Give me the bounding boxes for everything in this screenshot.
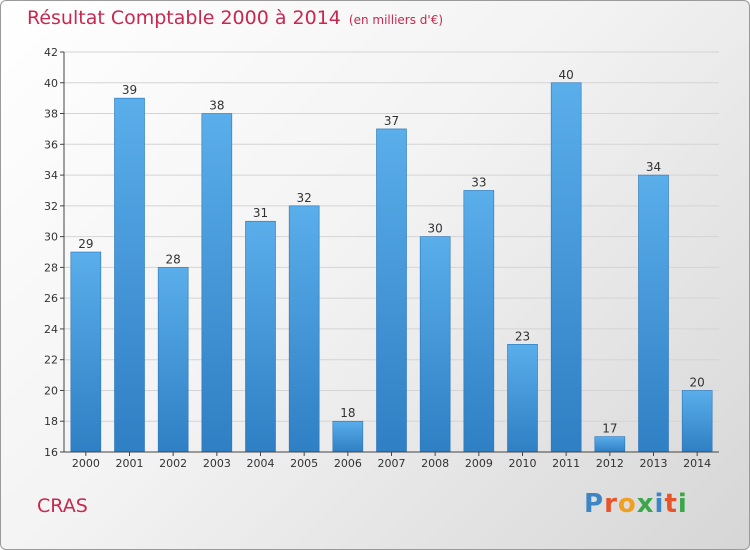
y-tick-label: 24 xyxy=(44,323,58,336)
data-label: 23 xyxy=(515,329,530,343)
x-tick-label: 2001 xyxy=(116,457,144,470)
bar-2009 xyxy=(463,190,495,453)
data-label: 31 xyxy=(253,206,268,220)
bar-2002 xyxy=(157,267,189,453)
logo-letter: i xyxy=(677,489,688,519)
x-tick-label: 2011 xyxy=(552,457,580,470)
logo-letter: P xyxy=(584,489,605,519)
chart-unit: (en milliers d'€) xyxy=(348,13,444,27)
y-tick-label: 32 xyxy=(44,200,58,213)
data-label: 18 xyxy=(340,406,355,420)
data-label: 34 xyxy=(646,160,661,174)
data-label: 38 xyxy=(209,99,224,113)
x-tick-label: 2008 xyxy=(421,457,449,470)
y-tick-label: 30 xyxy=(44,231,58,244)
y-tick-label: 16 xyxy=(44,446,58,459)
y-tick-label: 20 xyxy=(44,384,58,397)
data-label: 20 xyxy=(690,375,705,389)
y-tick-label: 22 xyxy=(44,354,58,367)
commune-name: CRAS xyxy=(37,495,88,517)
data-label: 32 xyxy=(297,191,312,205)
x-tick-label: 2000 xyxy=(72,457,100,470)
y-tick-label: 18 xyxy=(44,415,58,428)
x-tick-label: 2007 xyxy=(378,457,406,470)
x-tick-label: 2009 xyxy=(465,457,493,470)
x-tick-label: 2004 xyxy=(247,457,275,470)
data-label: 37 xyxy=(384,114,399,128)
x-tick-label: 2002 xyxy=(159,457,187,470)
bar-2010 xyxy=(507,344,538,453)
logo-letter: i xyxy=(654,489,665,519)
x-tick-label: 2006 xyxy=(334,457,362,470)
y-tick-label: 38 xyxy=(44,108,58,121)
x-tick-label: 2013 xyxy=(640,457,668,470)
data-label: 29 xyxy=(78,237,93,251)
bar-2007 xyxy=(376,128,407,453)
data-label: 39 xyxy=(122,83,137,97)
y-tick-label: 26 xyxy=(44,292,58,305)
chart-title-block: Résultat Comptable 2000 à 2014 (en millie… xyxy=(27,7,443,29)
data-label: 40 xyxy=(559,68,574,82)
data-label: 28 xyxy=(166,252,181,266)
bar-2003 xyxy=(201,113,233,453)
logo-letter: o xyxy=(617,489,637,519)
data-label: 33 xyxy=(471,175,486,189)
bar-2001 xyxy=(114,97,145,453)
bar-2012 xyxy=(594,436,626,453)
bar-2004 xyxy=(245,220,276,453)
y-tick-label: 42 xyxy=(44,46,58,59)
bar-2000 xyxy=(70,251,102,453)
x-tick-label: 2005 xyxy=(290,457,318,470)
bar-2014 xyxy=(681,390,713,453)
bar-2006 xyxy=(332,420,364,453)
y-tick-label: 34 xyxy=(44,169,58,182)
x-tick-label: 2003 xyxy=(203,457,231,470)
bar-2005 xyxy=(288,205,320,453)
logo-letter: x xyxy=(636,489,655,519)
bar-2013 xyxy=(638,174,669,453)
data-label: 30 xyxy=(428,222,443,236)
x-tick-label: 2010 xyxy=(509,457,537,470)
logo-letter: r xyxy=(604,489,618,519)
y-tick-label: 28 xyxy=(44,261,58,274)
logo-letter: t xyxy=(664,489,678,519)
data-label: 17 xyxy=(602,422,617,436)
proxiti-logo: Proxiti xyxy=(584,489,688,519)
y-tick-label: 36 xyxy=(44,138,58,151)
x-tick-label: 2014 xyxy=(683,457,711,470)
x-tick-label: 2012 xyxy=(596,457,624,470)
bar-2008 xyxy=(419,236,451,453)
chart-title: Résultat Comptable 2000 à 2014 xyxy=(27,7,341,29)
bar-2011 xyxy=(550,82,582,453)
y-tick-label: 40 xyxy=(44,77,58,90)
